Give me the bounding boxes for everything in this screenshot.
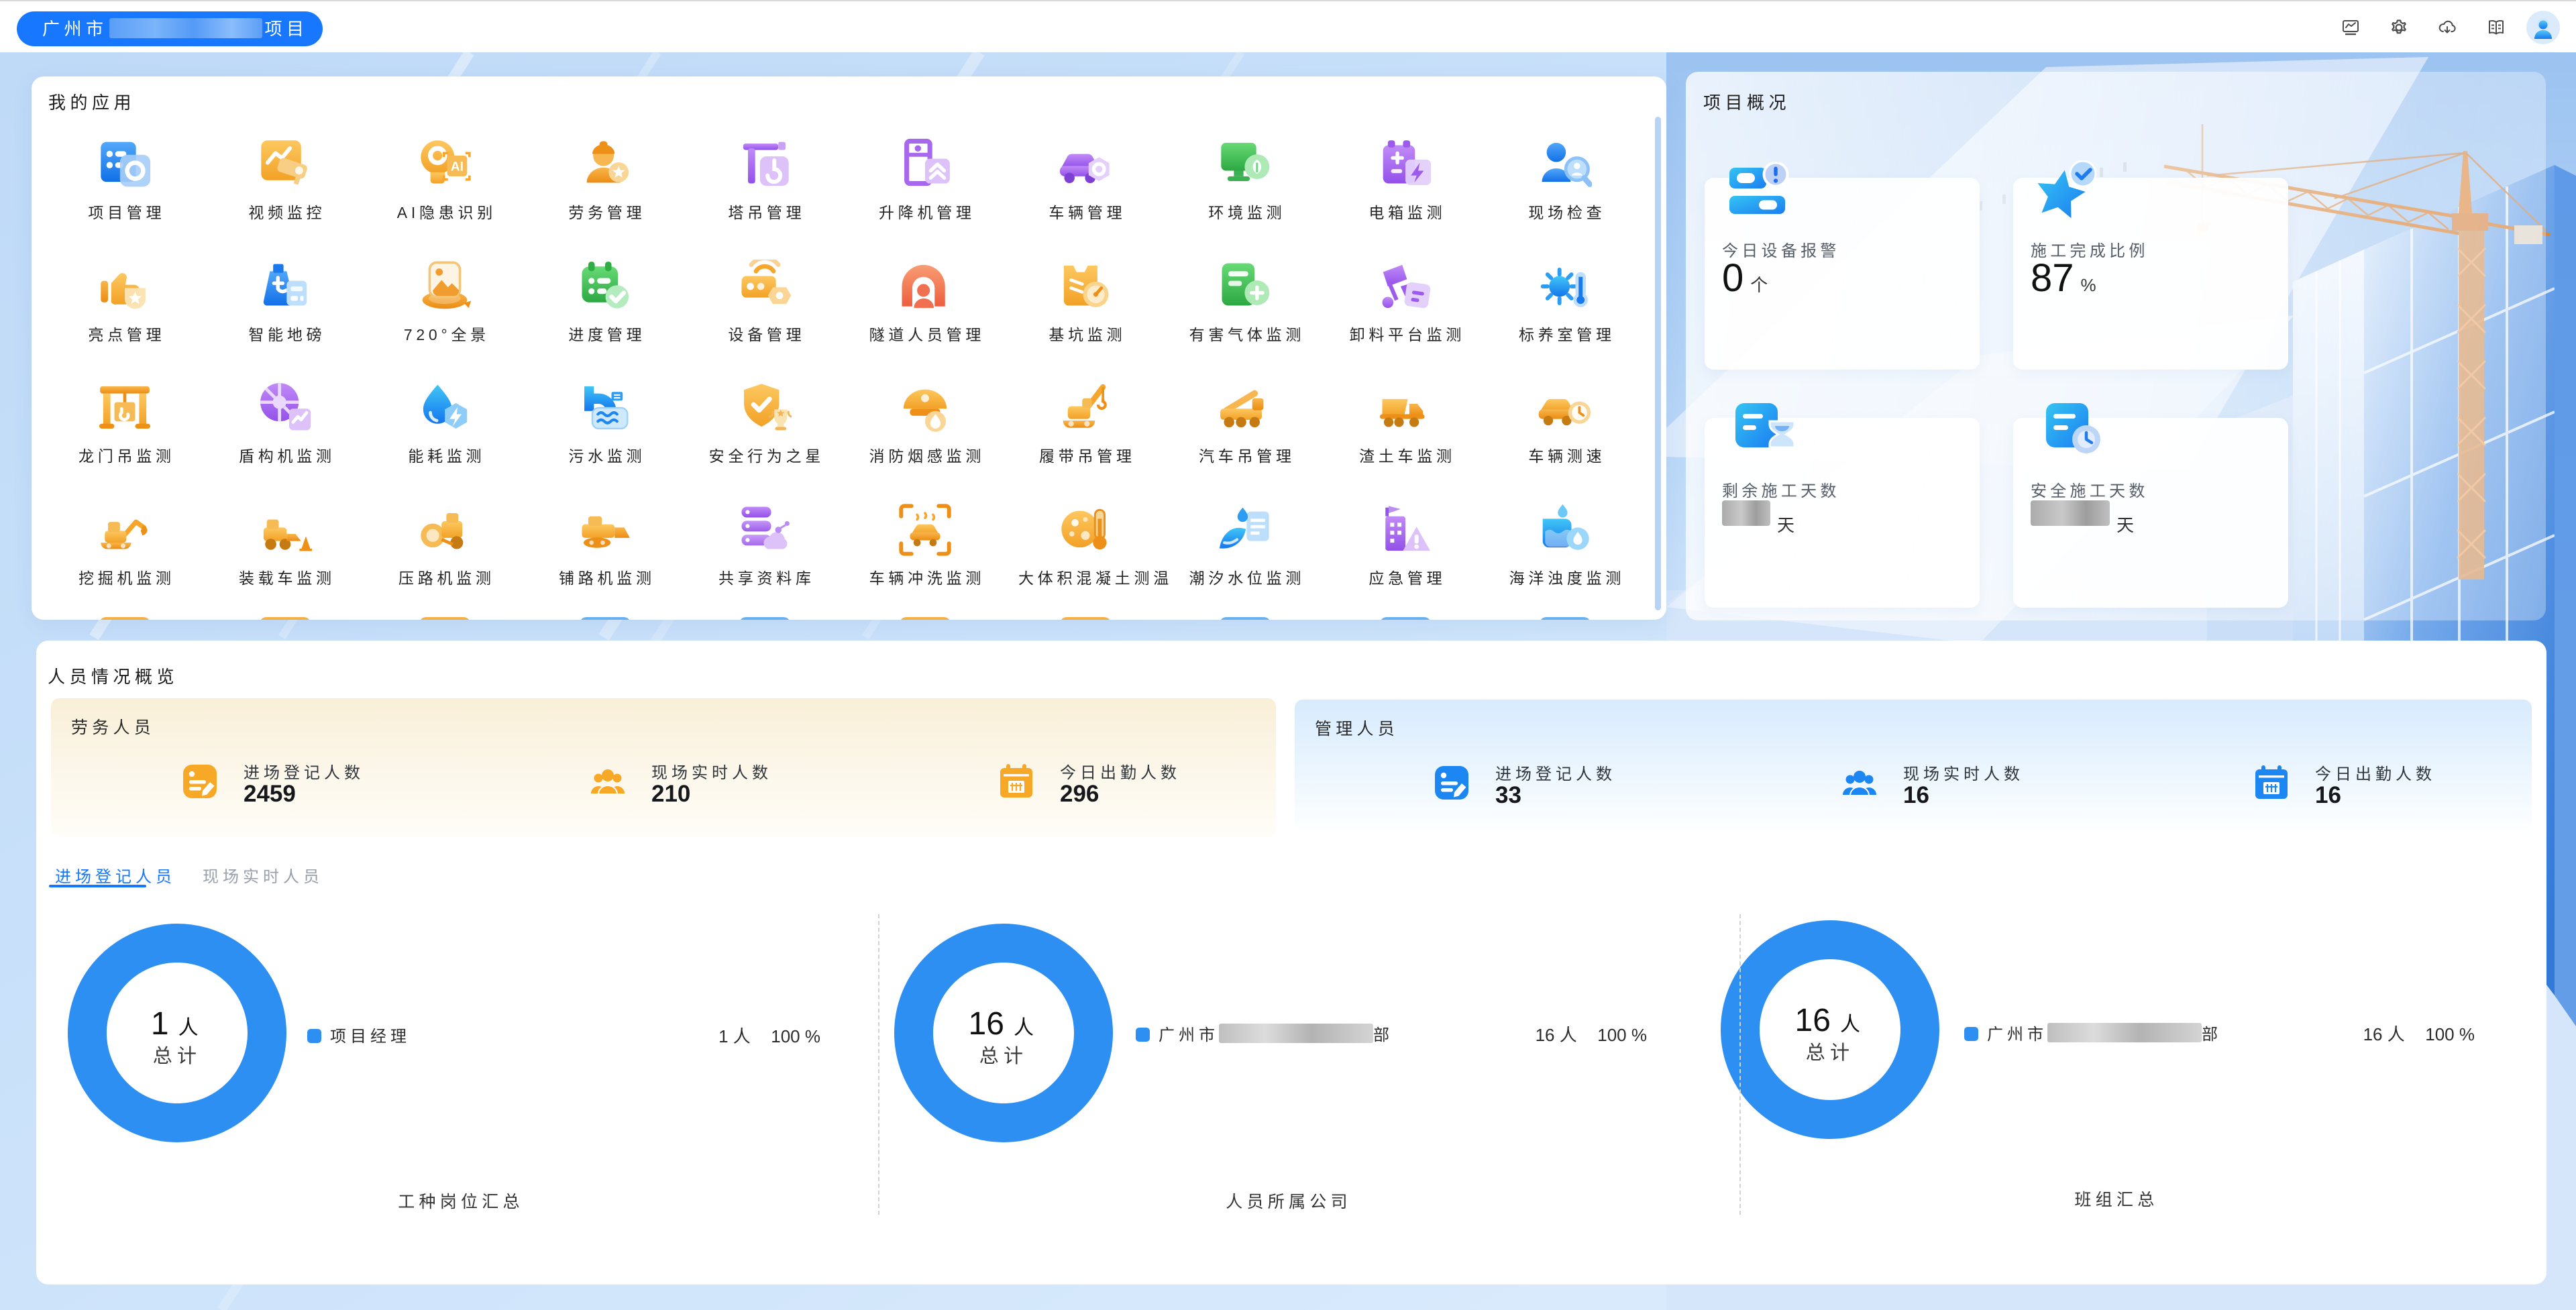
svg-text:AI: AI (451, 160, 464, 174)
